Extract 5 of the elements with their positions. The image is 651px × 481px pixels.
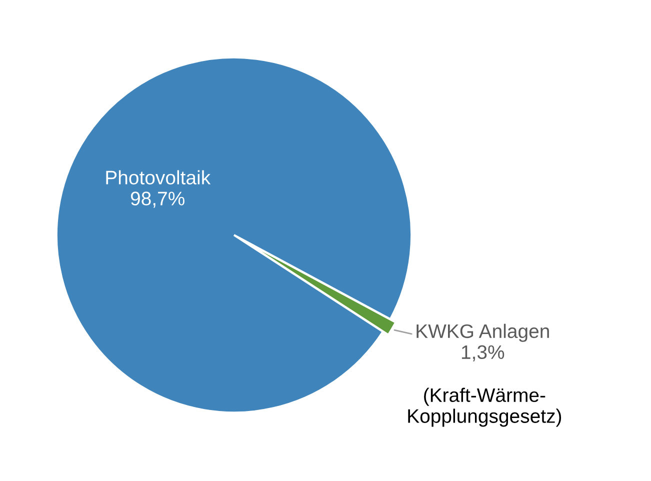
data-label: 98,7%: [130, 192, 184, 208]
slice-label: Photovoltaik: [106, 170, 211, 184]
data-label: 1,3%: [462, 345, 504, 362]
slice-label: KWKG Anlagen: [416, 324, 549, 342]
text: (Kraft-Wärme- Kopplungsgesetz): [408, 388, 562, 427]
